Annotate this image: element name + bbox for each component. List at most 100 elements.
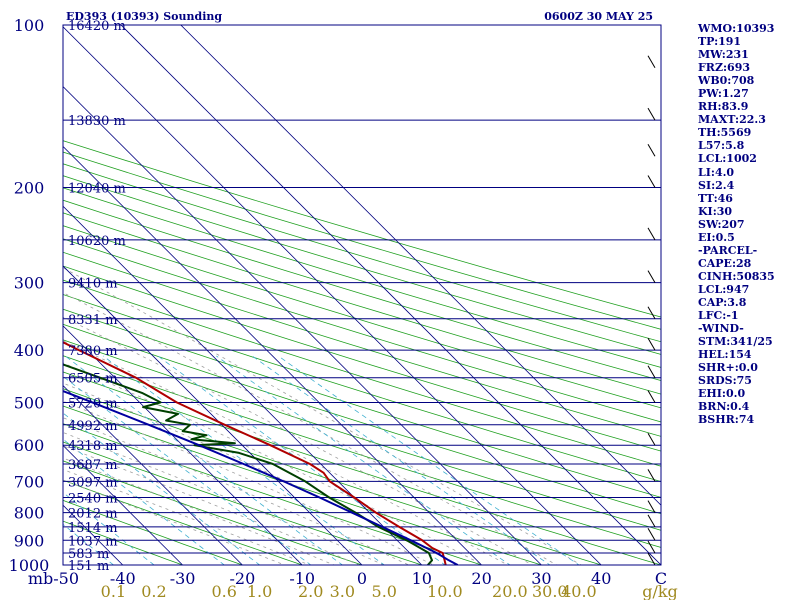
- temperature-tick-label: -20: [230, 569, 256, 588]
- height-label: 6505 m: [68, 372, 118, 387]
- mixing-ratio-tick-label: 0.6: [211, 582, 236, 600]
- mixing-ratio-tick-label: 5.0: [372, 582, 397, 600]
- temperature-tick-label: 0: [357, 569, 367, 588]
- mixing-ratio-line: [63, 412, 261, 565]
- index-line: EHI:0.0: [698, 387, 746, 401]
- index-line: LI:4.0: [698, 165, 735, 179]
- pressure-tick-label: 100: [14, 16, 45, 35]
- wind-barb: [647, 107, 656, 121]
- temperature-trace: [63, 341, 447, 565]
- index-line: MW:231: [698, 48, 749, 62]
- index-line: STM:341/25: [698, 335, 773, 349]
- isotherm: [63, 325, 303, 565]
- pressure-tick-label: 800: [14, 504, 45, 523]
- wind-barb: [647, 143, 656, 157]
- isotherm: [63, 444, 183, 565]
- dry-adiabat: [63, 163, 661, 343]
- moist-adiabat: [63, 432, 385, 565]
- index-line: L57:5.8: [698, 139, 745, 153]
- wind-barbs: [647, 55, 656, 566]
- index-line: WMO:10393: [698, 22, 775, 35]
- index-line: SRDS:75: [698, 374, 752, 388]
- pressure-tick-label: 400: [14, 341, 45, 360]
- dry-adiabat: [63, 279, 661, 467]
- wind-barb: [647, 365, 656, 378]
- mixing-ratio-tick-label: 2.0: [298, 582, 323, 600]
- station-title: ED393 (10393) Sounding: [66, 10, 222, 23]
- background-lines: [0, 25, 661, 565]
- wind-barb: [647, 175, 656, 188]
- wind-barb: [647, 337, 656, 351]
- temperature-tick-label: C: [655, 569, 667, 588]
- index-line: FRZ:693: [698, 61, 751, 75]
- moist-adiabat: [63, 316, 534, 565]
- moist-adiabat: [63, 445, 361, 565]
- mixing-ratio-tick-label: g/kg: [642, 582, 678, 600]
- index-line: TT:46: [698, 191, 733, 205]
- index-line: PW:1.27: [698, 87, 749, 101]
- height-label: 1037 m: [68, 534, 118, 549]
- pressure-tick-label: 1000: [9, 556, 50, 575]
- index-line: CINH:50835: [698, 269, 775, 283]
- dry-adiabat: [63, 423, 483, 565]
- mixing-ratio-tick-label: 40.0: [561, 582, 597, 600]
- dry-adiabat: [63, 187, 661, 368]
- temperature-tick-label: mb-50: [28, 569, 79, 588]
- wind-barb: [647, 528, 656, 541]
- dry-adiabat: [63, 520, 184, 565]
- wind-barb: [647, 514, 656, 528]
- index-line: KI:30: [698, 204, 733, 218]
- isotherm: [63, 26, 602, 565]
- pressure-tick-label: 700: [14, 472, 45, 491]
- index-line: CAPE:28: [698, 256, 752, 270]
- dry-adiabat: [63, 151, 661, 330]
- mixing-ratio-tick-label: 30.0: [532, 582, 568, 600]
- isotherm: [63, 86, 542, 565]
- dry-adiabat: [63, 308, 661, 498]
- mixing-ratio-line: [63, 438, 225, 565]
- isotherm: [0, 25, 3, 565]
- isotherm: [120, 25, 661, 565]
- isotherm: [63, 385, 243, 565]
- height-label: 3097 m: [68, 475, 118, 490]
- wind-barb: [647, 227, 656, 241]
- mixing-ratio-line: [102, 355, 385, 565]
- height-label: 4992 m: [68, 419, 118, 434]
- mixing-ratio-line: [216, 355, 511, 565]
- height-label: 5720 m: [68, 396, 118, 411]
- dry-adiabat: [63, 355, 661, 548]
- valid-time: 0600Z 30 MAY 25: [544, 10, 653, 23]
- dry-adiabat: [63, 294, 661, 483]
- isotherm: [180, 25, 661, 506]
- index-line: HEL:154: [698, 348, 752, 362]
- dry-adiabat: [63, 460, 364, 565]
- sounding-traces: [63, 341, 459, 565]
- wind-barb: [647, 55, 656, 69]
- temperature-tick-label: 40: [591, 569, 611, 588]
- wind-barb: [647, 270, 656, 283]
- wind-barb: [647, 540, 656, 554]
- index-line: SW:207: [698, 217, 745, 231]
- pressure-tick-label: 200: [14, 179, 45, 198]
- mixing-ratio-tick-label: 10.0: [427, 582, 463, 600]
- moist-adiabat: [63, 469, 311, 565]
- index-line: LCL:947: [698, 282, 750, 296]
- index-line: -PARCEL-: [698, 243, 758, 257]
- pressure-tick-label: 600: [14, 436, 45, 455]
- dry-adiabat: [63, 212, 661, 395]
- temperature-tick-label: 20: [471, 569, 491, 588]
- dry-adiabat: [63, 339, 661, 531]
- temperature-tick-label: 10: [412, 569, 432, 588]
- height-label: 10620 m: [68, 234, 126, 249]
- index-line: -WIND-: [698, 322, 744, 336]
- mixing-ratio-tick-label: 3.0: [330, 582, 355, 600]
- index-line: MAXT:22.3: [698, 113, 766, 127]
- temperature-tick-label: -40: [110, 569, 136, 588]
- mixing-ratio-tick-label: 0.1: [101, 582, 126, 600]
- wind-barb: [647, 390, 656, 403]
- mixing-ratio-line: [63, 375, 312, 565]
- mixing-ratio-line: [277, 355, 580, 565]
- dewpoint-trace: [63, 363, 433, 565]
- dry-adiabat: [63, 225, 661, 409]
- index-line: BRN:0.4: [698, 400, 750, 414]
